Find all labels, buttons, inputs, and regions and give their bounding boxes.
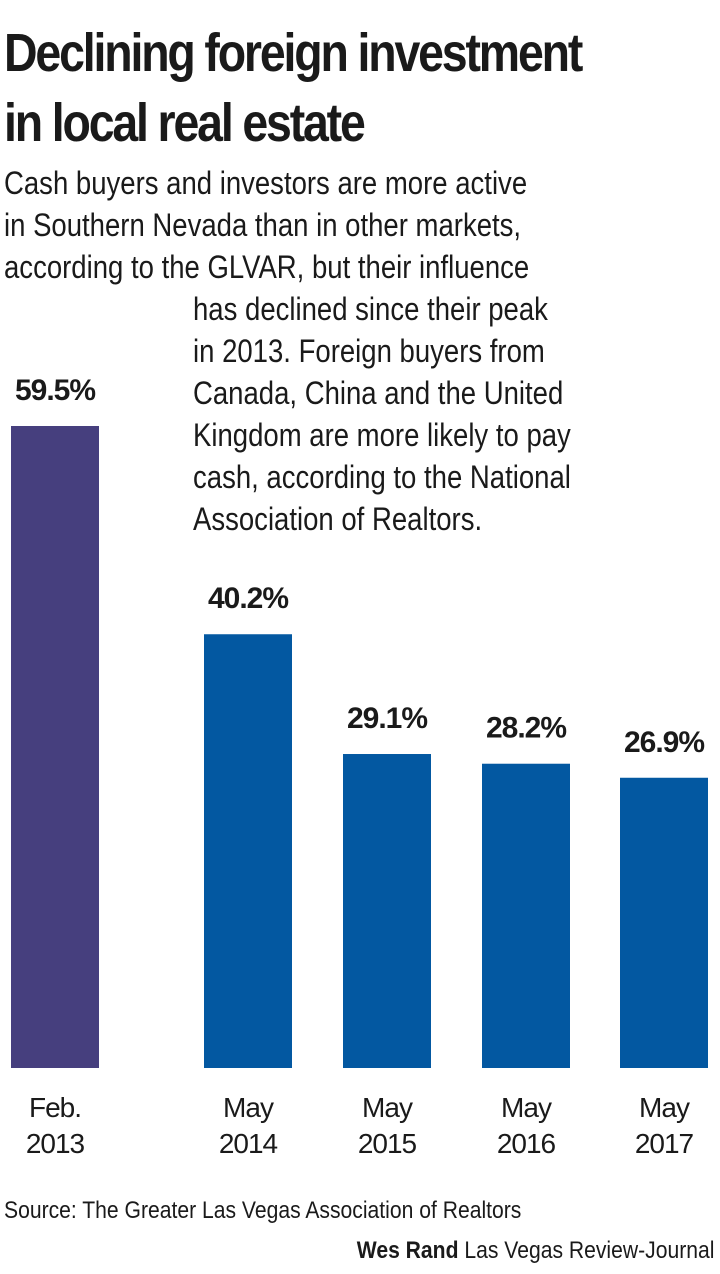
category-label-4-line-1: 2017 bbox=[635, 1128, 694, 1159]
category-label-0-line-1: 2013 bbox=[26, 1128, 85, 1159]
bar-value-label-3: 28.2% bbox=[486, 712, 566, 745]
bar-3 bbox=[482, 763, 570, 1068]
category-label-2-line-1: 2015 bbox=[358, 1128, 417, 1159]
bar-value-label-4: 26.9% bbox=[624, 726, 704, 759]
source-note: Source: The Greater Las Vegas Associatio… bbox=[4, 1197, 522, 1224]
title-line-2: in local real estate bbox=[4, 93, 366, 153]
bar-2 bbox=[343, 754, 431, 1068]
category-label-1-line-1: 2014 bbox=[219, 1128, 278, 1159]
bar-0 bbox=[11, 426, 99, 1068]
bar-4 bbox=[620, 777, 708, 1068]
publication-name: Las Vegas Review-Journal bbox=[463, 1237, 714, 1264]
intro-text-part-1: Cash buyers and investors are more activ… bbox=[4, 165, 530, 285]
title-line-1: Declining foreign investment bbox=[4, 23, 583, 83]
category-label-4-line-0: May bbox=[639, 1092, 690, 1123]
author-name: Wes Rand bbox=[356, 1237, 459, 1264]
category-label-3-line-1: 2016 bbox=[497, 1128, 556, 1159]
intro-text-part-2: has declined since their peak in 2013. F… bbox=[193, 291, 571, 537]
bar-value-label-0: 59.5% bbox=[15, 374, 95, 407]
chart-title: Declining foreign investment in local re… bbox=[4, 18, 718, 158]
category-label-3-line-0: May bbox=[501, 1092, 552, 1123]
bar-value-label-1: 40.2% bbox=[208, 582, 288, 615]
bar-1 bbox=[204, 634, 292, 1068]
category-label-0-line-0: Feb. bbox=[29, 1092, 81, 1123]
bar-value-label-2: 29.1% bbox=[347, 702, 427, 735]
category-label-2-line-0: May bbox=[362, 1092, 413, 1123]
credit-line: Wes Rand Las Vegas Review-Journal bbox=[356, 1236, 714, 1266]
category-label-1-line-0: May bbox=[223, 1092, 274, 1123]
